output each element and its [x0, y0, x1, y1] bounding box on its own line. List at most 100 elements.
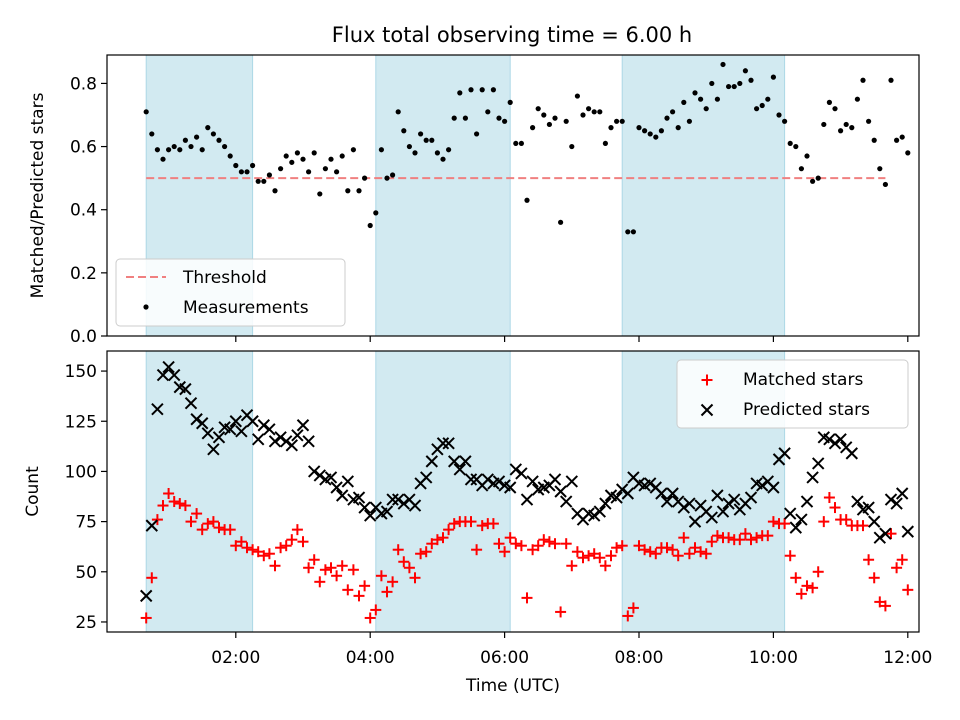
predicted-star-marker	[257, 419, 271, 432]
y-tick-label: 25	[75, 613, 97, 633]
predicted-star-marker	[408, 499, 422, 512]
measurement-point	[244, 169, 250, 175]
predicted-star-marker	[895, 487, 909, 500]
predicted-star-marker	[783, 507, 797, 520]
predicted-star-marker	[235, 425, 248, 438]
measurement-point	[373, 210, 379, 216]
measurement-point	[759, 102, 765, 109]
predicted-star-marker	[481, 473, 495, 486]
matched-star-marker	[487, 518, 499, 530]
x-tick-label: 10:00	[749, 648, 798, 668]
measurement-point	[479, 87, 485, 93]
legend-predicted-swatch	[700, 403, 714, 417]
measurement-point	[328, 156, 334, 162]
measurement-point	[468, 87, 474, 93]
predicted-star-marker	[207, 443, 220, 456]
predicted-star-marker	[795, 513, 808, 526]
matched-star-marker	[672, 550, 684, 562]
measurement-point	[423, 137, 429, 143]
measurement-point	[222, 143, 228, 150]
measurement-point	[888, 77, 894, 83]
predicted-star-marker	[263, 423, 276, 436]
predicted-star-marker	[184, 396, 198, 410]
x-tick-label: 12:00	[883, 648, 932, 668]
measurement-point	[748, 77, 754, 83]
shaded-interval-1	[145, 350, 254, 633]
measurement-point	[642, 128, 648, 134]
matched-star-marker	[319, 564, 331, 576]
measurement-point	[591, 109, 597, 115]
measurement-point	[300, 156, 306, 162]
measurement-point	[636, 125, 642, 131]
measurement-point	[726, 83, 732, 90]
matched-star-marker	[515, 540, 527, 552]
measurement-point	[356, 188, 362, 194]
predicted-star-marker	[565, 475, 579, 488]
measurement-point	[563, 118, 569, 124]
measurement-point	[653, 134, 659, 140]
predicted-star-marker	[548, 473, 562, 486]
matched-star-marker	[829, 502, 841, 514]
measurement-point	[451, 115, 457, 121]
measurement-point	[608, 125, 614, 131]
measurement-point	[199, 147, 205, 153]
matched-star-marker	[207, 516, 219, 528]
measurement-point	[670, 109, 676, 115]
measurement-point	[838, 128, 844, 134]
matched-star-marker	[224, 524, 236, 536]
matched-star-marker	[857, 520, 869, 532]
measurement-point	[647, 131, 653, 137]
measurement-point	[686, 118, 693, 124]
matched-star-marker	[493, 538, 505, 550]
measurement-point	[216, 137, 222, 143]
measurement-point	[317, 191, 323, 197]
measurement-point	[810, 178, 816, 184]
legend-matched-label: Matched stars	[743, 370, 863, 390]
measurement-point	[899, 134, 905, 140]
predicted-star-marker	[806, 471, 819, 484]
measurement-point	[412, 150, 418, 156]
predicted-star-marker	[330, 481, 343, 494]
top-y-ticks: 0.0 0.2 0.4 0.6 0.8	[70, 74, 107, 347]
matched-star-marker	[695, 546, 707, 558]
matched-star-marker	[252, 546, 264, 558]
matched-star-marker	[779, 518, 791, 530]
top-shaded-intervals	[145, 54, 786, 337]
matched-star-marker	[308, 554, 320, 566]
matched-star-marker	[499, 546, 511, 558]
measurement-point	[255, 178, 261, 184]
measurement-point	[714, 96, 721, 102]
predicted-star-marker	[845, 447, 859, 460]
matched-star-marker	[140, 612, 152, 624]
measurement-point	[513, 140, 519, 147]
predicted-star-marker	[789, 521, 803, 534]
matched-star-marker	[157, 500, 169, 512]
matched-star-marker	[711, 530, 723, 542]
matched-star-marker	[594, 552, 606, 564]
measurement-point	[283, 153, 289, 159]
matched-star-marker	[795, 588, 807, 600]
measurement-point	[558, 219, 564, 225]
matched-star-marker	[667, 544, 679, 556]
matched-star-marker	[471, 544, 483, 556]
matched-star-marker	[683, 548, 695, 560]
measurement-point	[524, 197, 530, 203]
measurement-point	[457, 90, 463, 96]
measurement-point	[877, 166, 883, 172]
bottom-x-axis-label: Time (UTC)	[465, 676, 560, 696]
measurement-point	[367, 222, 373, 229]
predicted-star-marker	[901, 525, 915, 538]
measurement-point	[154, 147, 160, 153]
measurement-point	[446, 147, 452, 153]
measurement-point	[345, 188, 351, 194]
matched-star-marker	[605, 550, 617, 562]
top-legend: Threshold Measurements	[115, 258, 346, 327]
bottom-y-axis-label: Count	[23, 466, 43, 517]
matched-star-marker	[437, 532, 449, 544]
measurement-point	[882, 181, 889, 188]
matched-star-marker	[549, 538, 561, 550]
measurement-point	[188, 143, 194, 150]
matched-star-marker	[767, 516, 779, 528]
matched-stars-points	[140, 488, 914, 624]
predicted-star-marker	[179, 382, 192, 396]
